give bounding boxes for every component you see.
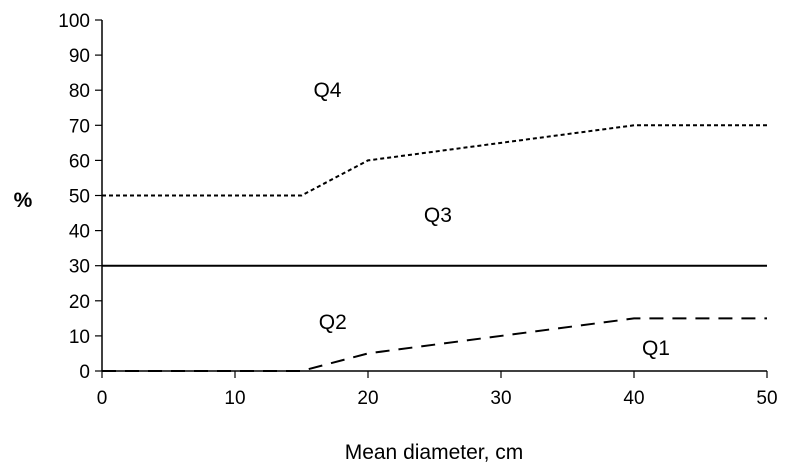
x-tick-label: 10 (224, 388, 245, 409)
x-axis-title: Mean diameter, cm (345, 441, 524, 464)
region-label-q1: Q1 (642, 337, 670, 360)
region-label-q2: Q2 (319, 311, 347, 334)
y-tick-label: 40 (69, 222, 90, 243)
series-line-dotted (102, 124, 767, 197)
region-label-q3: Q3 (424, 204, 452, 227)
x-tick-label: 50 (756, 388, 777, 409)
region-label-q4: Q4 (313, 79, 341, 102)
y-tick-label: 90 (69, 46, 90, 67)
y-axis-title: % (14, 189, 33, 212)
x-tick-label: 0 (97, 388, 108, 409)
annotations: Q1 Q2 Q3 Q4 (313, 79, 670, 360)
x-tick-label: 40 (623, 388, 644, 409)
ticks: 0 10 20 30 40 50 60 70 80 90 100 0 10 20 30 40 50 (58, 11, 777, 409)
y-tick-label: 10 (69, 327, 90, 348)
y-tick-label: 30 (69, 257, 90, 278)
x-tick-label: 20 (357, 388, 378, 409)
x-tick-label: 30 (490, 388, 511, 409)
y-tick-label: 20 (69, 292, 90, 313)
y-tick-label: 60 (69, 151, 90, 172)
series-layer (102, 124, 767, 372)
series-line-dashed (102, 317, 767, 372)
y-tick-label: 70 (69, 116, 90, 137)
y-tick-label: 50 (69, 187, 90, 208)
y-tick-label: 0 (79, 362, 90, 383)
y-tick-label: 100 (58, 11, 90, 32)
y-tick-label: 80 (69, 81, 90, 102)
